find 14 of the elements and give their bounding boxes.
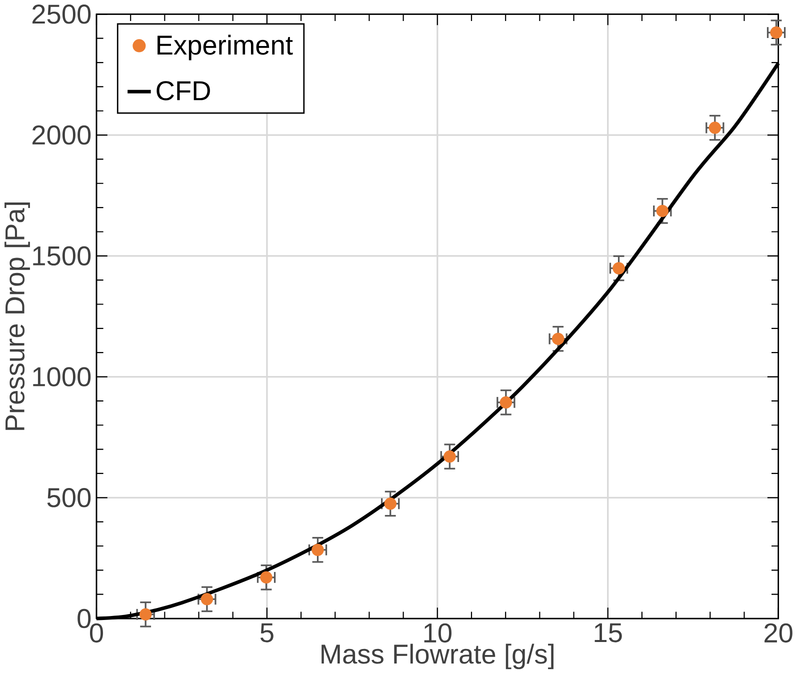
y-tick-label: 1500 [33,246,91,266]
x-axis-title: Mass Flowrate [g/s] [322,644,554,670]
y-tick-label: 1000 [33,367,91,387]
x-tick-label: 15 [594,623,622,642]
x-tick-label: 10 [424,623,452,643]
x-tick-label: 5 [260,623,274,642]
legend-label: CFD [156,81,210,100]
y-tick-label: 500 [47,488,91,508]
y-axis-title: Pressure Drop [Pa] [4,202,30,430]
legend-label: Experiment [158,34,293,60]
y-tick-label: 2000 [32,126,91,145]
y-tick-label: 2500 [32,4,91,24]
y-tick-label: 0 [78,609,91,628]
x-tick-label: 20 [764,623,792,643]
